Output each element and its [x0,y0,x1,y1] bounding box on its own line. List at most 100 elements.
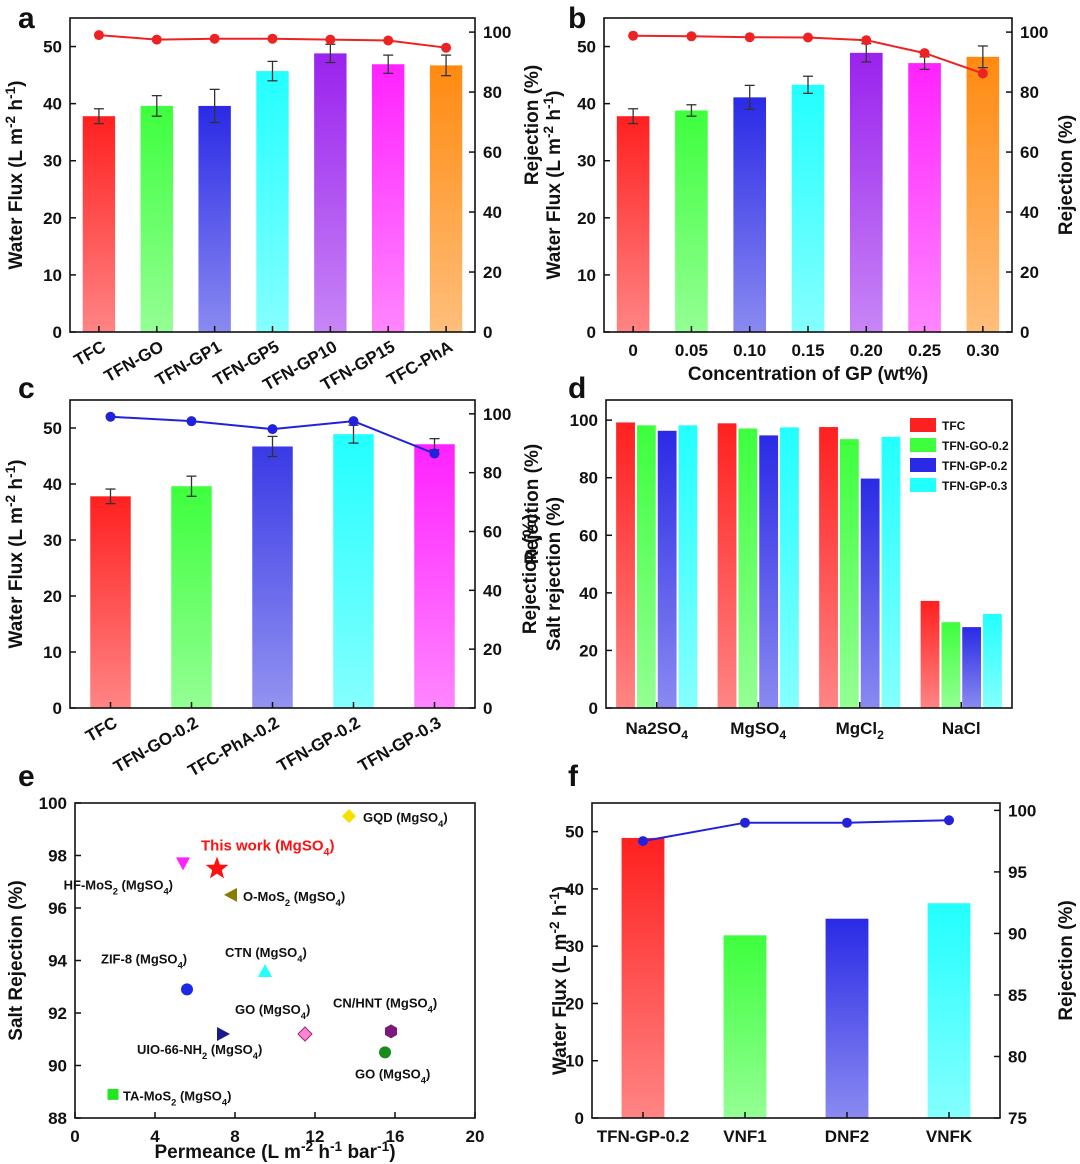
rejection-point [441,42,452,53]
bar-TFN-GO [140,105,173,332]
x-tick-label: 0.10 [733,341,766,360]
y-tick-label: 20 [43,587,62,606]
x-tick-label: 0 [70,1127,79,1146]
scatter-point [258,964,272,977]
bar-TFN-GP-0.3-NaCl [983,613,1002,708]
x-tick-label: DNF2 [825,1127,869,1146]
rejection-point [93,30,104,41]
point-label: HF-MoS2 (MgSO4) [64,877,173,896]
x-tick-label: TFC-PhA-0.2 [185,713,283,780]
bar-TFN-GP-0.2-MgSO4 [759,435,779,708]
y-tick-label: 10 [43,266,62,285]
bar-TFN-GP15 [372,64,405,332]
rejection-point [977,68,988,79]
y-tick-label: 100 [570,411,598,430]
x-tick-label: 0.30 [966,341,999,360]
point-label: CN/HNT (MgSO4) [333,995,437,1014]
y2-tick-label: 100 [483,405,511,424]
point-label: UIO-66-NH2 (MgSO4) [137,1042,262,1061]
y-tick-label: 0 [575,1109,584,1128]
y-tick-label: 90 [48,1057,67,1076]
point-label: ZIF-8 (MgSO4) [101,951,187,970]
x-tick-label: 0.05 [675,341,708,360]
x-tick-label: 8 [230,1127,239,1146]
bar-TFN-GO-0.2-MgCl2 [839,439,859,708]
x-tick-label: TFC-PhA [384,337,456,390]
y-tick-label: 50 [577,38,596,57]
rejection-point [267,33,278,44]
panel-label-c: c [18,372,35,405]
y2-tick-label: 60 [1020,143,1039,162]
rejection-point [638,836,648,847]
rejection-point [186,416,197,427]
y-tick-label: 50 [43,38,62,57]
y-tick-label: 80 [579,469,598,488]
rejection-point [348,416,359,427]
legend-label: TFC [942,419,966,433]
y2-tick-label: 95 [1008,863,1027,882]
y-tick-label: 20 [577,209,596,228]
y-tick-label: 30 [43,152,62,171]
y-tick-label: 20 [579,641,598,660]
y-tick-label: 98 [48,847,67,866]
legend-label: TFN-GP-0.3 [942,479,1008,493]
bar-DNF2 [825,918,869,1118]
bar-TFC-MgCl2 [819,427,838,708]
y-tick-label: 40 [43,95,62,114]
rejection-point [105,411,116,422]
y2-tick-label: 80 [483,83,502,102]
bar-TFN-GP-0.3-Na2SO4 [678,425,698,708]
bar-TFN-GO-0.2-MgSO4 [738,428,758,708]
x-tick-label: TFN-GP-0.3 [355,713,445,776]
bar-TFN-GP-0.2-NaCl [962,627,982,708]
x-tick-label: 12 [306,1127,325,1146]
x-tick-label: 0 [628,341,637,360]
rejection-point [919,48,930,59]
x-tick-label: 20 [466,1127,485,1146]
panel-label-b: b [568,2,586,35]
rejection-point [744,32,755,43]
y2-tick-label: 0 [483,699,492,718]
rejection-point [151,34,162,45]
y-tick-label: 88 [48,1109,67,1128]
x-tick-label: VNFK [926,1127,973,1146]
y2-tick-label: 20 [1020,263,1039,282]
x-tick-label: TFN-GP1 [152,337,224,390]
y2-tick-label: 85 [1008,986,1027,1005]
panel-label-d: d [568,372,586,405]
rejection-point [267,424,278,435]
point-label: GQD (MgSO4) [363,810,448,829]
y-tick-label: 0 [53,699,62,718]
x-tick-label: 0.25 [908,341,941,360]
panel-label-a: a [18,2,35,35]
rejection-point [686,31,697,42]
scatter-point [297,1026,313,1042]
scatter-point [384,1024,398,1039]
y-tick-label: 10 [565,1052,584,1071]
x-tick-label: Na2SO4 [625,719,688,742]
y-tick-label: 0 [53,323,62,342]
y-tick-label: 40 [43,475,62,494]
bar-0.10 [733,97,767,333]
x-tick-label: TFC [71,337,109,370]
y-axis-title: Water Flux (L m-2 h-1) [547,886,571,1075]
y-tick-label: 30 [577,152,596,171]
panel-label-f: f [568,760,579,793]
scatter-point [107,1088,119,1100]
scatter-point [176,857,190,871]
y-axis-title: Salt Rejection (%) [6,880,27,1040]
bar-0.05 [675,110,708,332]
point-label: TA-MoS2 (MgSO4) [123,1088,231,1107]
bar-TFN-GP-0.2-MgCl2 [860,478,880,708]
bar-TFC [82,116,116,332]
bar-TFN-GP-0.3-MgCl2 [881,436,901,708]
rejection-point [209,33,220,44]
legend-swatch [910,478,936,492]
x-tick-label: 0.20 [850,341,883,360]
y2-tick-label: 80 [1020,83,1039,102]
point-label: CTN (MgSO4) [225,945,307,964]
y2-tick-label: 40 [1020,203,1039,222]
y-axis-title-2: Salt rejection (%) [544,497,565,651]
y-tick-label: 0 [589,699,598,718]
y2-tick-label: 100 [1020,23,1048,42]
